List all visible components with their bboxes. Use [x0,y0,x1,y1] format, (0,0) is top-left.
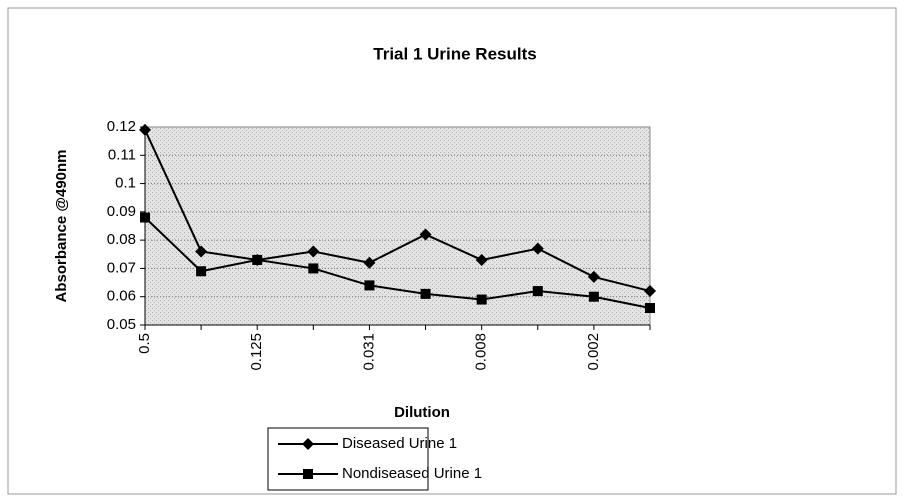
legend [267,427,429,491]
data-point [307,245,320,258]
data-point [364,280,375,291]
data-point [645,303,655,314]
x-tick-label: 0.125 [248,333,265,371]
series-line [144,216,651,310]
data-point [644,285,656,298]
x-tick-label: 0.002 [585,333,602,371]
data-point [419,228,432,241]
y-tick-label: 0.06 [107,288,136,305]
legend-label: Diseased Urine 1 [342,435,457,452]
data-point [308,263,319,274]
legend-marker [302,438,314,450]
data-point [139,123,151,136]
data-point [196,266,207,277]
data-point [475,253,488,266]
y-tick-label: 0.07 [107,259,136,276]
y-tick-label: 0.09 [107,203,136,220]
data-point [588,291,599,302]
y-tick-label: 0.11 [108,146,136,163]
data-point [532,286,543,297]
x-axis-title: Dilution [394,404,450,421]
y-tick-label: 0.08 [107,231,136,248]
data-point [140,212,150,223]
y-tick-label: 0.12 [107,118,136,135]
data-point [195,245,208,258]
x-tick-label: 0.5 [136,333,153,354]
plot-area [144,126,651,326]
y-axis-title: Absorbance @490nm [53,149,70,302]
legend-label: Nondiseased Urine 1 [342,465,482,482]
legend-marker [303,469,313,479]
data-point [587,270,600,283]
y-tick-label: 0.1 [115,175,136,192]
data-point [363,256,376,269]
series-line [144,129,651,293]
chart-title: Trial 1 Urine Results [373,44,536,63]
x-tick-label: 0.031 [360,333,377,371]
data-point [476,294,487,305]
data-point [531,242,544,255]
data-point [252,254,263,265]
y-tick-label: 0.05 [107,316,136,333]
x-tick-label: 0.008 [473,333,490,371]
data-point [420,288,431,299]
